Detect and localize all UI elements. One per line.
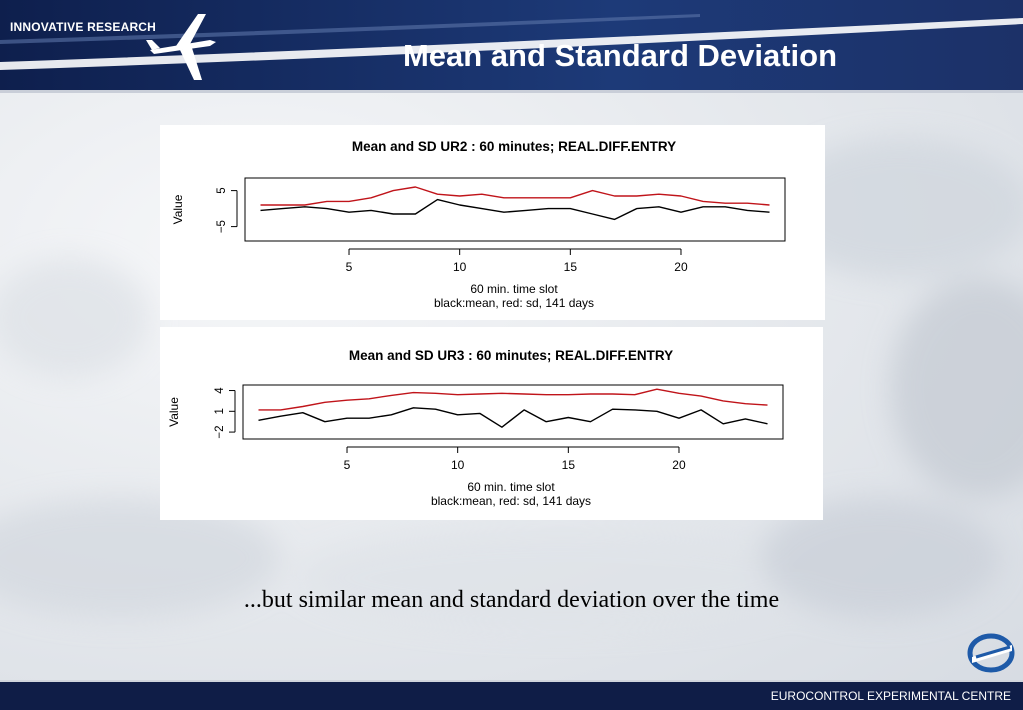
chart-1-title: Mean and SD UR2 : 60 minutes; REAL.DIFF.… <box>352 139 676 154</box>
chart-2-y-tick-label: −2 <box>214 426 226 439</box>
chart-panel-ur3: Mean and SD UR3 : 60 minutes; REAL.DIFF.… <box>160 327 823 520</box>
chart-2-title: Mean and SD UR3 : 60 minutes; REAL.DIFF.… <box>349 348 673 363</box>
chart-1-x-tick-label: 20 <box>674 260 688 274</box>
chart-1-y-axis-label: Value <box>171 194 185 224</box>
chart-1-series-mean-line <box>260 198 770 221</box>
slide-caption: ...but similar mean and standard deviati… <box>243 587 780 613</box>
brand-label: INNOVATIVE RESEARCH <box>10 20 157 34</box>
chart-2-x-tick-label: 5 <box>344 458 351 472</box>
chart-1-y-tick-label: −5 <box>216 220 228 233</box>
chart-1-x-tick-label: 15 <box>564 260 578 274</box>
chart-1-x-axis-sublabel: black:mean, red: sd, 141 days <box>434 296 594 310</box>
footer-label: EUROCONTROL EXPERIMENTAL CENTRE <box>770 689 1011 703</box>
chart-1-x-tick-label: 10 <box>453 260 467 274</box>
chart-2-series-sd-line <box>258 388 768 411</box>
header-swoosh <box>0 14 1023 70</box>
chart-1-x-axis-label: 60 min. time slot <box>470 282 558 296</box>
chart-1-x-tick-label: 5 <box>346 260 353 274</box>
chart-ur2: Mean and SD UR2 : 60 minutes; REAL.DIFF.… <box>171 139 786 310</box>
chart-2-x-axis-sublabel: black:mean, red: sd, 141 days <box>431 494 591 508</box>
chart-2-y-axis-label: Value <box>167 397 181 427</box>
page-title: Mean and Standard Deviation <box>402 38 838 73</box>
chart-1-series-sd-line <box>260 186 770 206</box>
chart-panel-ur2: Mean and SD UR2 : 60 minutes; REAL.DIFF.… <box>160 125 825 320</box>
chart-2-x-axis-label: 60 min. time slot <box>467 480 555 494</box>
chart-ur3: Mean and SD UR3 : 60 minutes; REAL.DIFF.… <box>167 348 784 508</box>
slide-footer: EUROCONTROL EXPERIMENTAL CENTRE <box>0 680 1023 710</box>
chart-2-plot-frame <box>242 384 784 440</box>
chart-2-x-tick-label: 20 <box>672 458 686 472</box>
chart-2-x-tick-label: 10 <box>451 458 465 472</box>
slide-header: INNOVATIVE RESEARCH Mean and Standard De… <box>0 0 1023 93</box>
eurocontrol-logo-icon <box>967 633 1015 673</box>
chart-2-y-tick-label: 4 <box>214 387 226 394</box>
chart-2-y-tick-label: 1 <box>214 408 226 414</box>
chart-2-series-mean-line <box>258 407 768 428</box>
chart-1-y-tick-label: 5 <box>216 187 228 193</box>
cloud-background <box>0 138 1023 628</box>
chart-1-plot-frame <box>244 177 786 242</box>
chart-2-x-tick-label: 15 <box>562 458 576 472</box>
airplane-icon <box>146 14 216 80</box>
